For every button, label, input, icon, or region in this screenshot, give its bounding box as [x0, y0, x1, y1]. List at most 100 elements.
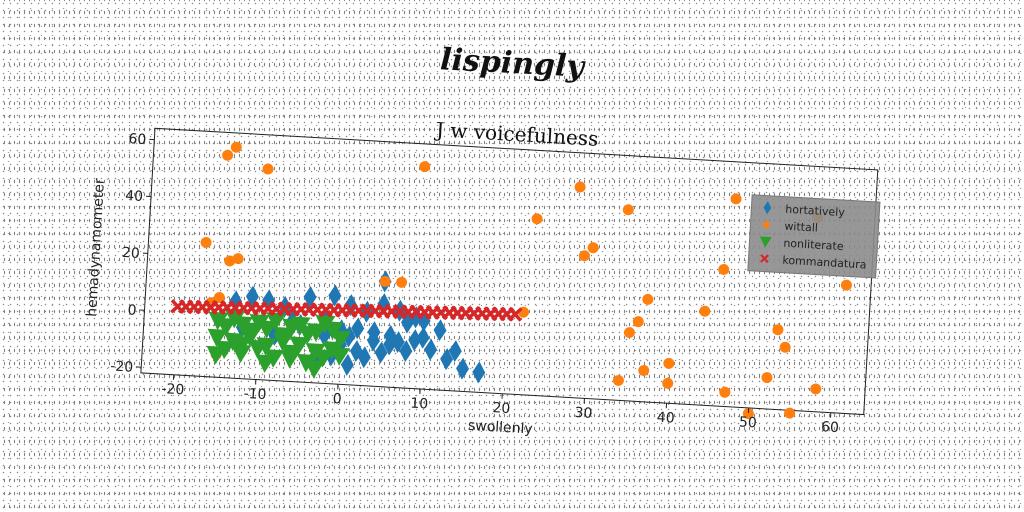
data-point: [424, 338, 438, 361]
data-point: [761, 372, 773, 384]
x-tick-label: -10: [243, 386, 267, 403]
series-kommandatura: [170, 299, 523, 322]
data-point: [840, 279, 852, 291]
data-point: [273, 332, 294, 352]
data-point: [313, 349, 334, 368]
data-point: [215, 340, 236, 360]
data-point: [416, 326, 430, 349]
data-point: [280, 350, 301, 369]
page-title: lispingly: [439, 42, 585, 85]
legend-marker: [763, 221, 770, 228]
data-point: [304, 360, 325, 379]
data-point: [433, 319, 447, 342]
scatter-chart: J w voicefulness -20 -10 0 10 20 30 40 50 60-200…: [84, 117, 881, 438]
legend-marker: [763, 201, 772, 215]
data-point: [330, 347, 351, 366]
legend-entry: kommandatura: [782, 254, 867, 272]
data-marks: [170, 141, 852, 420]
data-point: [264, 349, 285, 368]
data-point: [578, 250, 590, 262]
data-point: [587, 242, 599, 254]
data-point: [574, 181, 586, 193]
legend-marker: [759, 236, 772, 248]
data-point: [232, 253, 244, 265]
data-point: [448, 340, 462, 363]
data-point: [213, 292, 225, 304]
data-point: [632, 316, 644, 328]
data-point: [255, 354, 276, 373]
data-point: [200, 237, 212, 249]
data-point: [340, 353, 354, 376]
data-point: [699, 305, 711, 317]
data-point: [408, 329, 422, 352]
legend-marker: [760, 254, 770, 264]
data-point: [383, 324, 397, 347]
data-point: [638, 364, 650, 376]
data-point: [810, 383, 822, 395]
data-point: [262, 163, 274, 175]
data-point: [662, 377, 674, 389]
data-point: [207, 328, 228, 348]
data-point: [357, 346, 371, 369]
axes: -20 -10 0 10 20 30 40 50 60 -20 0 20 40 60: [110, 131, 840, 436]
data-point: [742, 408, 754, 420]
data-point: [351, 317, 365, 340]
data-point: [248, 339, 269, 359]
data-point: [342, 325, 356, 348]
y-tick-label: -20: [110, 358, 134, 375]
data-point: [396, 276, 408, 288]
data-point: [642, 293, 654, 305]
x-tick-label: -20: [161, 381, 185, 398]
x-tick-label: 20: [492, 400, 511, 417]
data-point: [303, 286, 317, 309]
data-point: [374, 341, 388, 364]
figure: J w voicefulness -20 -10 0 10 20 30 40 50 60 -20 0…: [84, 117, 889, 438]
data-point: [379, 275, 391, 287]
y-tick-label: 40: [125, 188, 144, 205]
data-point: [772, 324, 784, 336]
data-point: [206, 345, 227, 365]
data-point: [472, 361, 486, 384]
data-point: [456, 357, 470, 380]
data-point: [718, 264, 730, 276]
x-tick-label: 60: [821, 419, 840, 436]
data-point: [399, 340, 413, 363]
x-tick-label: 0: [332, 391, 342, 407]
data-point: [331, 330, 352, 349]
x-tick-label: 40: [656, 410, 675, 427]
data-point: [349, 340, 363, 363]
y-axis-label: hemadynamometer: [84, 178, 108, 318]
legend-entry: nonliterate: [783, 237, 844, 253]
data-point: [266, 312, 287, 331]
data-point: [507, 306, 523, 322]
data-point: [222, 149, 234, 161]
data-point: [367, 329, 380, 352]
data-point: [230, 141, 242, 153]
data-point: [391, 331, 405, 354]
data-point: [531, 213, 543, 225]
data-point: [344, 294, 358, 317]
data-point: [440, 348, 454, 371]
data-point: [224, 255, 236, 267]
x-tick-label: 10: [410, 395, 429, 412]
data-point: [784, 407, 796, 419]
data-point: [231, 344, 252, 363]
y-tick-label: 60: [128, 131, 147, 148]
data-point: [623, 327, 635, 339]
data-point: [719, 386, 731, 398]
data-point: [328, 284, 342, 307]
legend-box: [747, 194, 881, 279]
data-point: [730, 193, 742, 205]
data-point: [622, 204, 634, 216]
data-point: [612, 374, 624, 386]
y-tick-label: 20: [121, 245, 140, 262]
data-point: [663, 357, 675, 369]
x-tick-label: 30: [574, 405, 593, 422]
y-tick-label: 0: [127, 302, 137, 318]
data-point: [779, 341, 791, 353]
legend-entry: wittall: [784, 220, 818, 235]
x-axis-label: swollenly: [468, 418, 534, 438]
series-wittall: [200, 141, 852, 420]
x-tick-label: 50: [738, 414, 757, 431]
